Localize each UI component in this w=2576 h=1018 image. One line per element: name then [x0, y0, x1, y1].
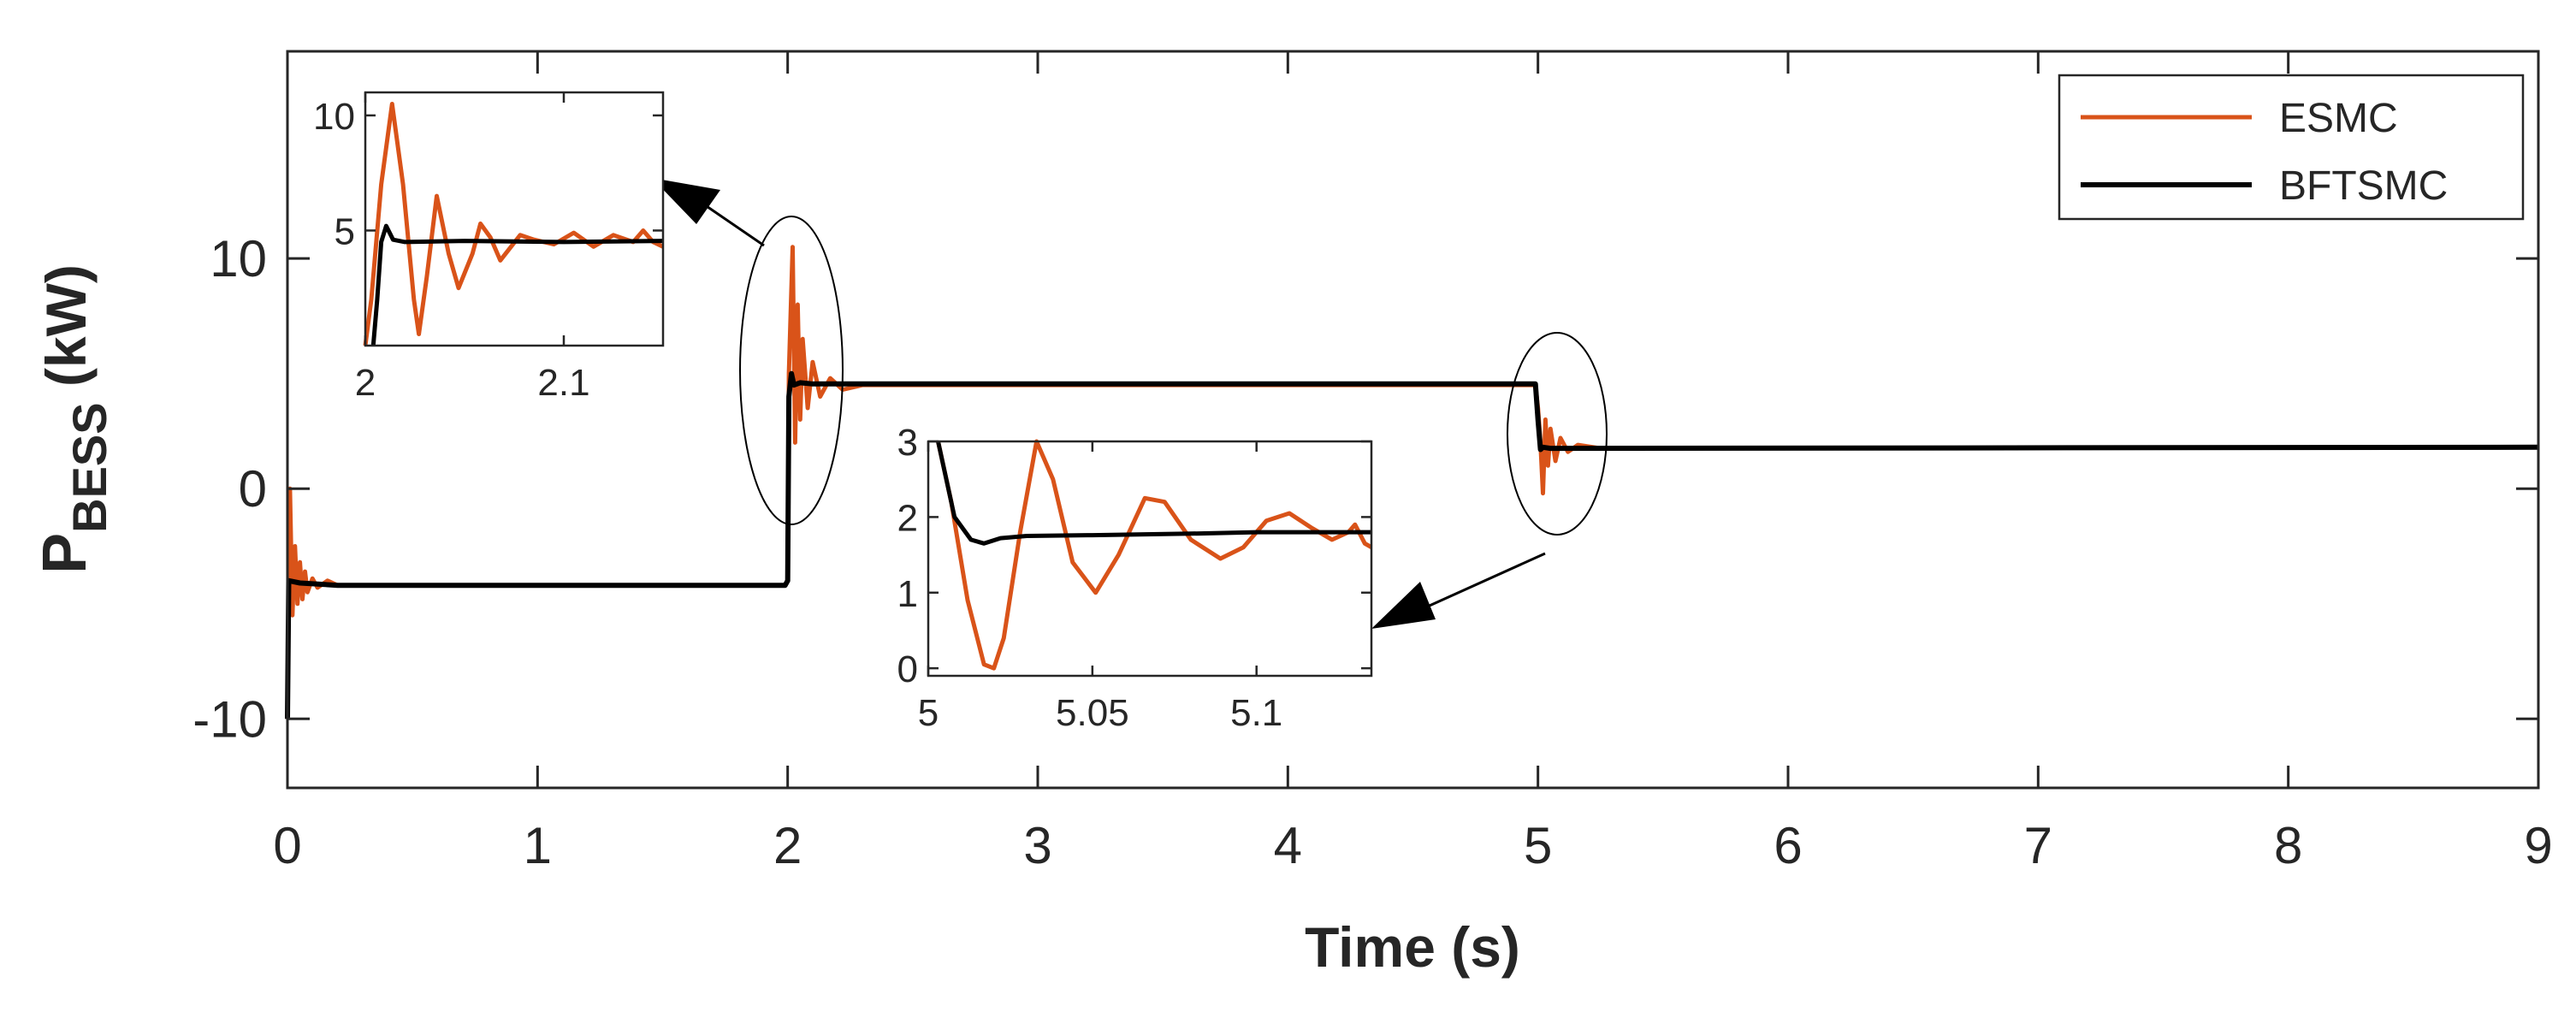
- inset-y-tick-label: 1: [897, 573, 918, 615]
- series-line-bftsmc: [285, 370, 2539, 719]
- inset-y-tick-label: 10: [313, 96, 355, 138]
- inset-y-tick-label: 3: [897, 422, 918, 464]
- x-tick-label: 6: [1774, 817, 1802, 874]
- inset-2-background: [928, 441, 1371, 676]
- x-tick-label: 0: [273, 817, 301, 874]
- y-tick-label: 0: [239, 460, 267, 518]
- zoom-ellipse-step-2s: [739, 216, 844, 525]
- inset-2-series-group: [936, 439, 1373, 671]
- x-tick-label: 4: [1274, 817, 1302, 874]
- inset-x-tick-label: 2: [355, 362, 376, 404]
- inset-x-tick-label: 5: [918, 692, 939, 734]
- inset-2-ticks-group: 5 5.05 5.1 0 1 2 3: [897, 422, 1371, 734]
- legend: ESMC BFTSMC: [2058, 74, 2525, 221]
- inset-1-background: [365, 92, 663, 346]
- x-tick-label: 1: [524, 817, 552, 874]
- legend-box: [2058, 74, 2525, 221]
- zoom-arrow-line-2: [1421, 552, 1546, 611]
- inset-1-series-line-esmc: [363, 102, 665, 346]
- inset-2-frame: [927, 440, 1373, 678]
- y-axis-title-main: P: [31, 533, 99, 574]
- zoom-arrow-line-1: [701, 201, 765, 247]
- inset-2-series-line-esmc: [936, 439, 1373, 671]
- inset-1-series-group: [363, 102, 665, 346]
- inset-y-tick-label: 2: [897, 497, 918, 539]
- inset-1: 2 2.1 5 10: [313, 91, 665, 404]
- inset-2-series-line-bftsmc: [936, 441, 1371, 546]
- main-series-group: [285, 245, 2539, 719]
- inset-1-series-line-bftsmc: [370, 223, 664, 346]
- x-axis-label: Time (s): [1305, 915, 1520, 979]
- inset-x-tick-label: 2.1: [537, 362, 589, 404]
- x-tick-label: 5: [1524, 817, 1552, 874]
- inset-x-tick-label: 5.05: [1056, 692, 1129, 734]
- inset-1-ticks-group: 2 2.1 5 10: [313, 92, 663, 404]
- y-tick-label: 10: [210, 230, 267, 287]
- x-axis-title: Time (s): [1305, 915, 1520, 979]
- x-tick-label: 9: [2524, 817, 2552, 874]
- legend-label-esmc: ESMC: [2279, 96, 2398, 141]
- y-axis-label: PBESS (kW): [31, 264, 116, 574]
- inset-y-tick-label: 0: [897, 648, 918, 690]
- x-tick-label: 8: [2274, 817, 2302, 874]
- x-tick-label: 3: [1023, 817, 1051, 874]
- x-tick-label: 2: [773, 817, 802, 874]
- x-tick-label: 7: [2024, 817, 2052, 874]
- y-axis-title-unit: (kW): [34, 264, 98, 402]
- zoom-arrow-head-2: [1371, 582, 1436, 629]
- inset-x-tick-label: 5.1: [1230, 692, 1282, 734]
- inset-y-tick-label: 5: [335, 210, 355, 252]
- inset-2: 5 5.05 5.1 0 1 2 3: [897, 422, 1373, 734]
- legend-label-bftsmc: BFTSMC: [2279, 163, 2448, 209]
- y-axis-title-subscript: BESS: [62, 402, 116, 533]
- y-tick-label: -10: [192, 690, 267, 748]
- zoom-ellipse-step-5s: [1507, 332, 1608, 536]
- zoom-arrow-head-1: [652, 178, 720, 224]
- svg-text:PBESS (kW): PBESS (kW): [31, 264, 116, 574]
- inset-1-frame: [364, 91, 665, 347]
- main-axes-frame: [286, 50, 2540, 790]
- zoom-annotations: [652, 178, 1608, 629]
